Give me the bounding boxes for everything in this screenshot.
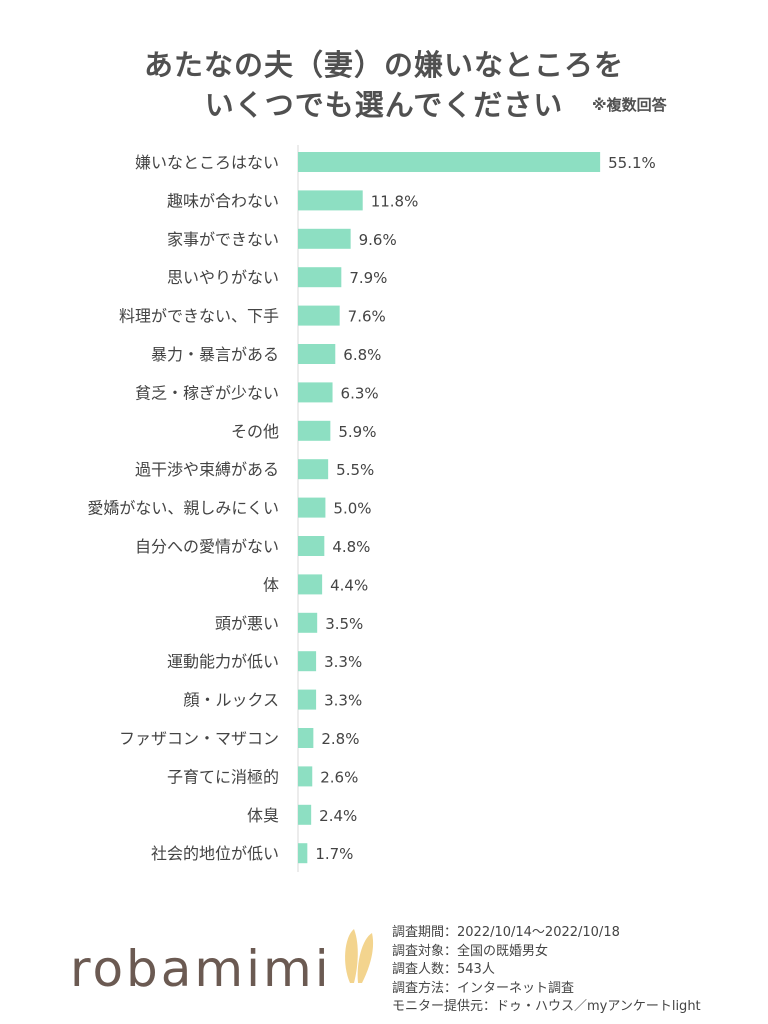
category-label: 体 — [263, 575, 279, 594]
bar — [298, 344, 336, 364]
bar — [298, 420, 331, 441]
survey-target: 調査対象：全国の既婚男女 — [392, 943, 549, 959]
category-label: 運動能力が低い — [167, 652, 279, 671]
value-label: 4.8% — [332, 538, 370, 556]
bar — [298, 497, 326, 518]
value-label: 3.3% — [324, 692, 362, 710]
robamimi-logo: robamimi — [70, 940, 332, 998]
bar — [298, 267, 342, 288]
bar — [298, 459, 329, 480]
survey-info: 調査期間：2022/10/14～2022/10/18 調査対象：全国の既婚男女 … — [392, 924, 701, 1017]
value-label: 7.6% — [348, 308, 386, 326]
value-label: 5.5% — [336, 461, 374, 479]
category-label: 料理ができない、下手 — [119, 307, 279, 326]
value-label: 6.8% — [343, 346, 381, 364]
bar — [298, 190, 363, 211]
category-label: その他 — [231, 422, 279, 441]
value-label: 2.8% — [321, 730, 359, 748]
category-label: 頭が悪い — [215, 614, 279, 633]
category-label: 暴力・暴言がある — [151, 345, 279, 364]
chart-title-line2: いくつでも選んでください — [204, 88, 564, 122]
chart-title-line1: あたなの夫（妻）の嫌いなところを — [143, 48, 624, 82]
bar — [298, 305, 340, 326]
category-label: 家事ができない — [167, 230, 279, 249]
bar-chart: 嫌いなところはない 55.1% 趣味が合わない 11.8% 家事ができない 9.6% 思いや… — [87, 145, 656, 872]
survey-provider: モニター提供元：ドゥ・ハウス／myアンケートlight — [392, 999, 701, 1014]
bar — [298, 382, 333, 403]
bar — [298, 804, 312, 825]
bar — [298, 689, 317, 710]
bar — [298, 728, 314, 748]
logo-ears-icon — [345, 929, 374, 983]
value-label: 55.1% — [608, 154, 656, 172]
value-label: 9.6% — [359, 231, 397, 249]
bar — [298, 843, 308, 864]
category-label: 自分への愛情がない — [135, 537, 279, 556]
category-label: 貧乏・稼ぎが少ない — [135, 383, 279, 402]
value-label: 5.9% — [338, 423, 376, 441]
value-label: 1.7% — [315, 845, 353, 863]
category-label: 社会的地位が低い — [151, 844, 279, 863]
value-label: 2.4% — [319, 807, 357, 825]
category-label: 嫌いなところはない — [135, 153, 279, 172]
bar — [298, 574, 323, 595]
multiple-answer-note: ※複数回答 — [592, 96, 667, 114]
survey-count: 調査人数：543人 — [392, 962, 495, 977]
value-label: 3.5% — [325, 615, 363, 633]
category-label: 愛嬌がない、親しみにくい — [87, 499, 279, 518]
category-label: 過干渉や束縛がある — [135, 460, 279, 479]
category-label: ファザコン・マザコン — [119, 729, 279, 748]
bar — [298, 228, 351, 249]
value-label: 7.9% — [349, 269, 387, 287]
category-label: 趣味が合わない — [167, 191, 279, 210]
value-label: 5.0% — [333, 500, 371, 518]
survey-period: 調査期間：2022/10/14～2022/10/18 — [392, 925, 620, 940]
category-label: 子育てに消極的 — [167, 767, 279, 786]
category-label: 思いやりがない — [167, 268, 279, 287]
value-label: 3.3% — [324, 653, 362, 671]
bar — [298, 612, 318, 633]
bar — [298, 536, 325, 556]
category-label: 体臭 — [247, 806, 279, 825]
survey-method: 調査方法：インターネット調査 — [392, 980, 575, 996]
bar — [298, 651, 317, 672]
category-label: 顔・ルックス — [183, 691, 279, 710]
value-label: 6.3% — [341, 384, 379, 402]
value-label: 11.8% — [371, 192, 419, 210]
value-label: 4.4% — [330, 576, 368, 594]
bar — [298, 152, 601, 172]
bar — [298, 766, 313, 787]
value-label: 2.6% — [320, 768, 358, 786]
